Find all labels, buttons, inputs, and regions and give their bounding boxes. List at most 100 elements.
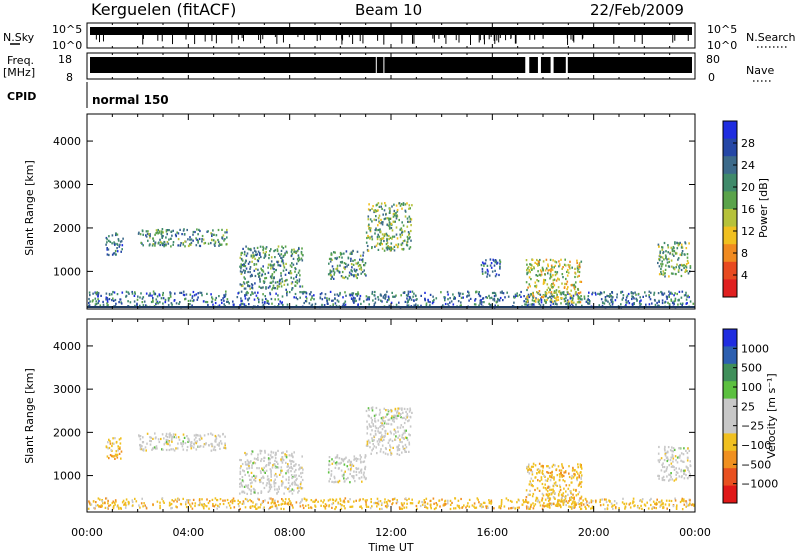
echo-cell — [393, 428, 396, 431]
echo-cell — [241, 502, 244, 505]
echo-cell — [562, 502, 565, 505]
echo-cell — [540, 478, 543, 481]
echo-cell — [670, 299, 673, 302]
echo-cell — [141, 301, 144, 304]
echo-cell — [449, 301, 451, 304]
echo-cell — [297, 260, 300, 263]
echo-cell — [605, 299, 608, 302]
echo-cell — [164, 298, 167, 301]
echo-cell — [481, 270, 484, 273]
echo-cell — [482, 297, 484, 300]
echo-cell — [564, 299, 567, 302]
echo-cell — [204, 241, 207, 245]
echo-cell — [246, 492, 248, 495]
echo-cell — [277, 298, 280, 301]
echo-cell — [406, 235, 409, 238]
echo-cell — [560, 258, 562, 261]
echo-cell — [530, 278, 532, 281]
echo-cell — [684, 241, 686, 244]
echo-cell — [338, 479, 341, 482]
echo-cell — [279, 254, 281, 257]
echo-cell — [305, 292, 308, 295]
nave-tick-top: 80 — [706, 53, 720, 66]
echo-cell — [407, 231, 410, 234]
echo-cell — [400, 294, 402, 297]
echo-cell — [396, 410, 399, 413]
echo-cell — [608, 295, 611, 298]
echo-cell — [686, 504, 689, 507]
echo-cell — [333, 251, 335, 254]
echo-cell — [266, 299, 268, 302]
echo-cell — [381, 247, 384, 250]
echo-cell — [89, 300, 91, 303]
echo-cell — [88, 501, 91, 504]
echo-cell — [139, 304, 141, 307]
echo-cell — [170, 230, 173, 233]
echo-cell — [270, 260, 273, 263]
echo-cell — [532, 492, 535, 496]
echo-cell — [254, 291, 256, 294]
echo-cell — [308, 292, 311, 296]
echo-cell — [486, 296, 489, 299]
echo-cell — [372, 447, 374, 450]
echo-cell — [272, 464, 274, 467]
echo-cell — [193, 434, 196, 437]
echo-cell — [552, 463, 555, 466]
echo-cell — [393, 420, 395, 423]
echo-cell — [328, 480, 330, 483]
echo-cell — [169, 293, 172, 296]
echo-cell — [323, 304, 326, 307]
echo-cell — [182, 290, 185, 293]
echo-cell — [466, 504, 469, 507]
echo-cell — [664, 275, 666, 278]
echo-cell — [355, 459, 358, 462]
echo-cell — [399, 414, 401, 418]
echo-cell — [535, 284, 538, 287]
echo-cell — [546, 479, 549, 482]
echo-cell — [685, 505, 687, 508]
echo-cell — [142, 233, 144, 236]
echo-cell — [147, 239, 149, 242]
echo-cell — [493, 297, 496, 300]
echo-cell — [390, 222, 393, 225]
echo-cell — [193, 442, 195, 445]
echo-cell — [526, 304, 529, 307]
echo-cell — [496, 262, 498, 265]
echo-cell — [564, 294, 566, 297]
echo-cell — [670, 259, 673, 262]
echo-cell — [177, 244, 179, 247]
echo-cell — [381, 436, 383, 439]
echo-cell — [226, 298, 229, 301]
echo-cell — [555, 289, 558, 292]
echo-cell — [368, 296, 371, 299]
echo-cell — [136, 303, 138, 307]
echo-cell — [174, 498, 177, 501]
echo-cell — [625, 298, 627, 302]
echo-cell — [280, 507, 282, 510]
echo-cell — [660, 457, 663, 460]
echo-cell — [380, 503, 383, 506]
echo-cell — [280, 253, 283, 256]
echo-cell — [284, 280, 286, 283]
echo-cell — [399, 440, 401, 443]
echo-cell — [195, 442, 198, 445]
echo-cell — [339, 291, 341, 295]
echo-cell — [194, 230, 196, 234]
echo-cell — [152, 297, 154, 300]
echo-cell — [568, 484, 571, 487]
echo-cell — [198, 499, 201, 502]
echo-cell — [662, 465, 664, 469]
power-frame — [86, 113, 696, 310]
echo-cell — [499, 260, 502, 263]
echo-cell — [382, 424, 384, 427]
echo-cell — [527, 493, 530, 496]
echo-cell — [250, 255, 253, 258]
echo-cell — [367, 439, 370, 442]
echo-cell — [390, 417, 393, 420]
echo-cell — [366, 425, 369, 428]
echo-cell — [171, 436, 173, 439]
echo-cell — [539, 258, 541, 262]
echo-cell — [542, 472, 544, 475]
echo-cell — [168, 238, 170, 241]
echo-cell — [613, 504, 616, 507]
